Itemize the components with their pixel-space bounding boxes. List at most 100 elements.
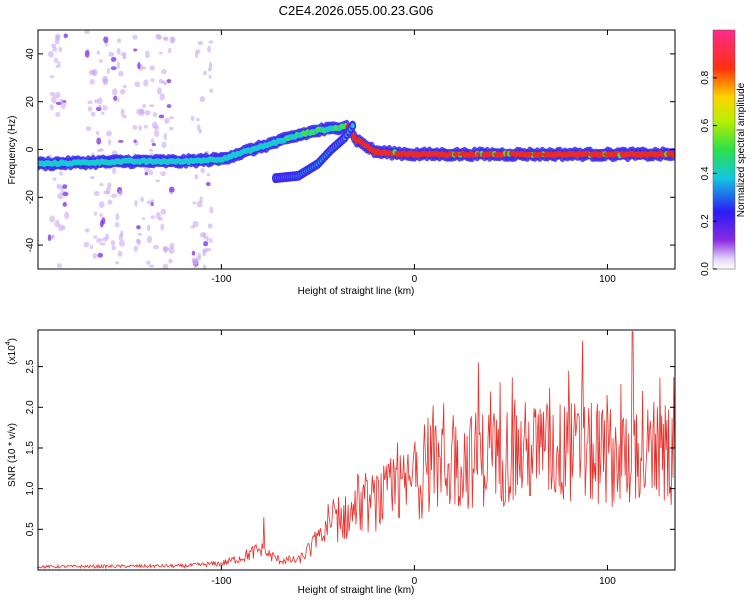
- noise-speck: [110, 240, 116, 246]
- noise-speck: [55, 33, 61, 41]
- ridge-peak: [568, 152, 573, 157]
- noise-speck: [146, 235, 153, 244]
- snr-ytick-label: 2.0: [25, 400, 36, 414]
- spectrogram-xtick-label: 100: [599, 274, 616, 285]
- noise-speck: [97, 252, 104, 258]
- noise-speck: [150, 199, 155, 203]
- noise-speck: [84, 50, 90, 58]
- ridge-peak: [418, 152, 423, 157]
- noise-speck: [99, 220, 104, 228]
- noise-speck: [166, 104, 172, 109]
- noise-speck: [160, 223, 165, 231]
- ridge-peak: [429, 152, 434, 157]
- noise-speck: [117, 250, 123, 257]
- snr-ytick-label: 2.5: [25, 359, 36, 373]
- noise-speck: [57, 224, 64, 232]
- noise-speck: [103, 36, 109, 44]
- noise-speck: [136, 225, 141, 230]
- ridge-peak: [354, 138, 359, 142]
- noise-speck: [151, 142, 157, 147]
- noise-speck: [98, 104, 102, 109]
- noise-speck: [191, 250, 196, 256]
- noise-speck: [168, 258, 173, 264]
- spectrogram-ytick-label: 40: [25, 48, 36, 60]
- ridge-peak: [412, 152, 417, 157]
- noise-speck: [166, 78, 172, 84]
- noise-speck: [162, 263, 169, 269]
- noise-speck: [202, 249, 207, 257]
- noise-speck: [146, 224, 151, 232]
- ridge-peak: [672, 152, 675, 157]
- colorbar-ticks: 0.0 0.2 0.4 0.6 0.8: [700, 70, 717, 276]
- noise-speck: [162, 246, 167, 252]
- noise-speck: [112, 88, 118, 96]
- ridge-peak: [597, 152, 602, 157]
- noise-speck: [197, 252, 201, 258]
- ridge-peak: [516, 152, 521, 157]
- snr-xtick-label: 0: [412, 576, 418, 587]
- noise-speck: [194, 174, 199, 180]
- noise-speck: [110, 56, 117, 62]
- noise-speck: [47, 51, 54, 58]
- noise-speck: [142, 217, 146, 221]
- noise-speck: [206, 173, 211, 177]
- noise-speck: [150, 201, 154, 207]
- ridge-peak: [423, 152, 429, 157]
- noise-speck: [84, 228, 90, 233]
- noise-speck: [118, 240, 125, 247]
- ridge-peak: [458, 152, 463, 157]
- noise-speck: [55, 64, 61, 68]
- noise-speck: [96, 137, 102, 145]
- noise-speck: [198, 128, 202, 134]
- noise-speck: [192, 201, 197, 205]
- noise-speck: [151, 121, 158, 129]
- noise-speck: [51, 95, 57, 104]
- noise-speck: [208, 40, 214, 44]
- ridge-peak: [649, 152, 655, 157]
- noise-speck: [115, 213, 120, 221]
- noise-speck: [153, 129, 160, 138]
- noise-speck: [90, 111, 96, 117]
- noise-speck: [56, 263, 62, 269]
- noise-speck: [145, 260, 151, 265]
- colorbar-tick-label: 0.6: [700, 118, 711, 132]
- ridge-peak: [655, 152, 660, 157]
- ridge-peak: [475, 152, 481, 157]
- noise-speck: [90, 175, 95, 180]
- noise-speck: [155, 179, 161, 183]
- colorbar-gradient: [712, 29, 736, 270]
- noise-speck: [63, 33, 68, 39]
- noise-speck: [49, 91, 56, 97]
- noise-speck: [208, 74, 212, 79]
- noise-speck: [149, 65, 155, 71]
- noise-speck: [111, 193, 118, 198]
- colorbar-tick-label: 0.0: [700, 262, 711, 276]
- noise-speck: [96, 148, 102, 152]
- noise-speck: [194, 51, 199, 59]
- colorbar-tick-label: 0.4: [700, 166, 711, 180]
- noise-speck: [96, 238, 103, 243]
- noise-speck: [120, 108, 125, 117]
- spectrogram-xtick-label: 0: [412, 274, 418, 285]
- noise-speck: [122, 56, 127, 60]
- snr-ytick-label: 1.0: [25, 481, 36, 495]
- noise-speck: [148, 169, 153, 176]
- ridge-peak: [383, 150, 388, 155]
- snr-series-line: [38, 331, 675, 570]
- snr-xtick-label: -100: [211, 576, 231, 587]
- noise-speck: [161, 80, 166, 84]
- snr-axes: -100 0 100 0.5 1.0 1.5 2.0 2.5: [25, 330, 675, 587]
- noise-speck: [116, 38, 122, 44]
- noise-speck: [92, 252, 98, 259]
- ridge-peak: [464, 152, 469, 157]
- chart-title: C2E4.2026.055.00.23.G06: [279, 3, 434, 18]
- ridge-peak: [551, 152, 556, 157]
- noise-speck: [202, 264, 207, 269]
- noise-speck: [85, 126, 92, 132]
- noise-speck: [58, 46, 63, 53]
- noise-speck: [208, 61, 213, 70]
- colorbar-tick-label: 0.2: [700, 214, 711, 228]
- noise-speck: [55, 111, 61, 117]
- noise-speck: [207, 45, 212, 53]
- ridge-peak: [603, 152, 608, 157]
